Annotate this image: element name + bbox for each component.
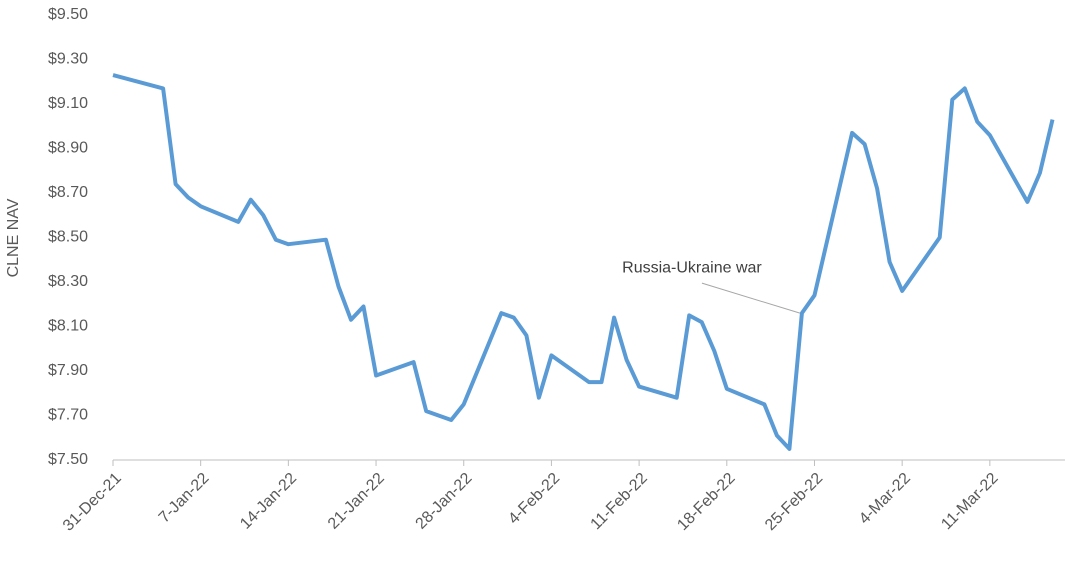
annotation-leader (701, 282, 801, 314)
x-tick-label: 14-Jan-22 (237, 470, 300, 533)
x-tick-label: 21-Jan-22 (325, 470, 388, 533)
y-tick-label: $9.30 (48, 51, 88, 68)
line-series (112, 73, 1055, 451)
x-tick-label: 18-Feb-22 (674, 470, 738, 534)
y-tick-label: $9.50 (48, 6, 88, 23)
x-tick-label: 28-Jan-22 (413, 470, 476, 533)
x-tick-label: 11-Mar-22 (938, 470, 1001, 533)
y-tick-label: $7.90 (48, 362, 88, 379)
x-tick-label: 7-Jan-22 (156, 470, 213, 527)
y-axis-label: CLNE NAV (5, 198, 22, 277)
y-tick-label: $8.10 (48, 318, 88, 335)
x-tick-label: 11-Feb-22 (588, 470, 651, 533)
x-tick-label: 25-Feb-22 (762, 470, 826, 534)
y-tick-label: $8.30 (48, 273, 88, 290)
y-tick-label: $9.10 (48, 95, 88, 112)
y-tick-label: $7.50 (48, 451, 88, 468)
y-tick-label: $7.70 (48, 407, 88, 424)
y-tick-label: $8.50 (48, 229, 88, 246)
x-tick-label: 4-Feb-22 (505, 470, 563, 528)
x-tick-label: 31-Dec-21 (60, 470, 125, 535)
annotation: Russia-Ukraine war (622, 259, 762, 276)
x-tick-label: 4-Mar-22 (856, 470, 914, 528)
y-tick-label: $8.70 (48, 184, 88, 201)
y-tick-label: $8.90 (48, 140, 88, 157)
